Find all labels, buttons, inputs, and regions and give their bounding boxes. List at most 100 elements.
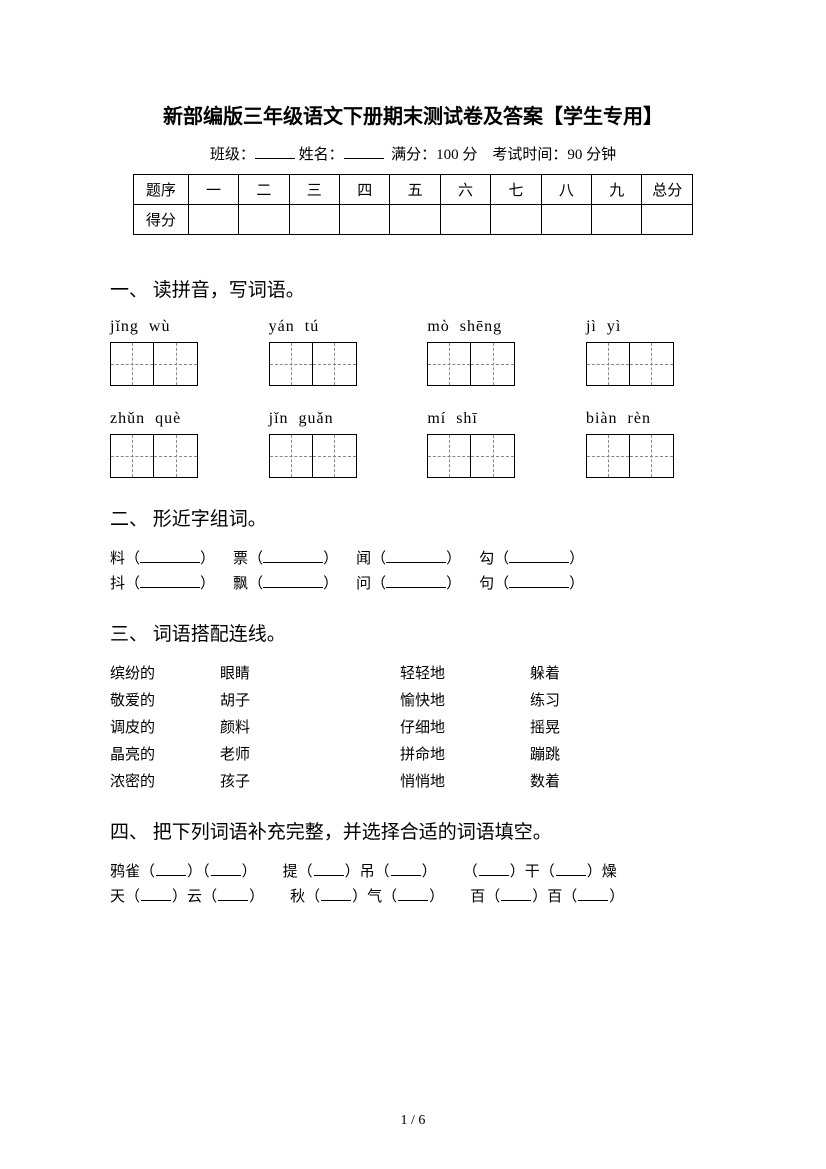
row2-label: 得分 <box>134 205 189 235</box>
score-cell[interactable] <box>642 205 693 235</box>
q2-blank[interactable] <box>263 574 323 588</box>
time-value: 90 分钟 <box>567 147 616 163</box>
col: 九 <box>592 175 642 205</box>
tian-box[interactable] <box>586 434 630 478</box>
pinyin-row: jǐng wùyán túmò shēngjì yì <box>110 318 716 336</box>
pinyin-syllable: jì <box>586 318 597 336</box>
col: 三 <box>289 175 339 205</box>
score-cell[interactable] <box>188 205 238 235</box>
score-cell[interactable] <box>491 205 541 235</box>
score-cell[interactable] <box>541 205 591 235</box>
match-row: 浓密的孩子悄悄地数着 <box>110 770 716 791</box>
q2-blank[interactable] <box>386 549 446 563</box>
tian-box[interactable] <box>154 342 198 386</box>
tian-box[interactable] <box>630 342 674 386</box>
q2-item: 勾（） <box>479 547 584 568</box>
time-label: 考试时间： <box>492 147 567 163</box>
match-cell: 仔细地 <box>400 716 530 737</box>
match-cell: 眼睛 <box>220 662 400 683</box>
q4-blank[interactable] <box>211 862 241 876</box>
q2-char: 抖 <box>110 572 125 593</box>
q2-blank[interactable] <box>386 574 446 588</box>
name-blank[interactable] <box>344 145 384 159</box>
page-footer: 1 / 6 <box>0 1113 826 1129</box>
q4-blank[interactable] <box>141 887 171 901</box>
tian-pair <box>269 342 399 386</box>
tian-box[interactable] <box>269 342 313 386</box>
class-blank[interactable] <box>255 145 295 159</box>
q4-blank[interactable] <box>156 862 186 876</box>
q2-char: 勾 <box>479 547 494 568</box>
tian-box[interactable] <box>471 342 515 386</box>
score-cell[interactable] <box>239 205 289 235</box>
q4-blank[interactable] <box>556 862 586 876</box>
pinyin-syllable: rèn <box>628 410 651 428</box>
q2-heading: 二、 形近字组词。 <box>110 504 716 531</box>
info-line: 班级： 姓名： 满分：100 分 考试时间：90 分钟 <box>110 143 716 164</box>
q4-blank[interactable] <box>398 887 428 901</box>
match-cell: 浓密的 <box>110 770 220 791</box>
col: 四 <box>340 175 390 205</box>
q2-blank[interactable] <box>140 549 200 563</box>
q2-blank[interactable] <box>509 549 569 563</box>
q4-blank[interactable] <box>218 887 248 901</box>
q4-line: 天（）云（）秋（）气（）百（）百（） <box>110 885 716 906</box>
score-cell[interactable] <box>592 205 642 235</box>
q2-item: 问（） <box>356 572 461 593</box>
score-cell[interactable] <box>390 205 440 235</box>
score-table-header-row: 题序 一 二 三 四 五 六 七 八 九 总分 <box>134 175 693 205</box>
q4-heading: 四、 把下列词语补充完整，并选择合适的词语填空。 <box>110 817 716 844</box>
q1-block: jǐng wùyán túmò shēngjì yìzhǔn quèjǐn gu… <box>110 318 716 478</box>
match-cell: 敬爱的 <box>110 689 220 710</box>
q4-item: 秋（）气（） <box>290 885 444 906</box>
col: 七 <box>491 175 541 205</box>
tian-box[interactable] <box>630 434 674 478</box>
tian-box[interactable] <box>427 434 471 478</box>
q4-blank[interactable] <box>578 887 608 901</box>
tian-box[interactable] <box>269 434 313 478</box>
match-cell: 调皮的 <box>110 716 220 737</box>
tian-pair <box>269 434 399 478</box>
pinyin-syllable: mí <box>427 410 446 428</box>
col: 八 <box>541 175 591 205</box>
q2-item: 闻（） <box>356 547 461 568</box>
pinyin-group: zhǔn què <box>110 410 240 428</box>
match-cell: 缤纷的 <box>110 662 220 683</box>
match-cell: 轻轻地 <box>400 662 530 683</box>
tian-box[interactable] <box>110 434 154 478</box>
q1-heading: 一、 读拼音，写词语。 <box>110 275 716 302</box>
class-label: 班级： <box>210 147 255 163</box>
score-cell[interactable] <box>289 205 339 235</box>
score-cell[interactable] <box>440 205 490 235</box>
pinyin-group: jǐn guǎn <box>269 410 399 428</box>
q4-blank[interactable] <box>391 862 421 876</box>
tian-box[interactable] <box>313 434 357 478</box>
q2-blank[interactable] <box>509 574 569 588</box>
q3-heading: 三、 词语搭配连线。 <box>110 619 716 646</box>
page-title: 新部编版三年级语文下册期末测试卷及答案【学生专用】 <box>110 100 716 129</box>
q4-blank[interactable] <box>321 887 351 901</box>
q4-blank[interactable] <box>479 862 509 876</box>
match-cell: 胡子 <box>220 689 400 710</box>
tian-box[interactable] <box>313 342 357 386</box>
pinyin-group: jǐng wù <box>110 318 240 336</box>
score-cell[interactable] <box>340 205 390 235</box>
pinyin-syllable: yì <box>607 318 621 336</box>
tian-box[interactable] <box>427 342 471 386</box>
pinyin-syllable: shēng <box>460 318 502 336</box>
q2-char: 票 <box>233 547 248 568</box>
q4-item: （）干（）燥 <box>463 860 617 881</box>
tian-box[interactable] <box>154 434 198 478</box>
q2-blank[interactable] <box>263 549 323 563</box>
tian-box[interactable] <box>110 342 154 386</box>
score-table-score-row: 得分 <box>134 205 693 235</box>
q2-item: 票（） <box>233 547 338 568</box>
q2-blank[interactable] <box>140 574 200 588</box>
match-cell: 蹦跳 <box>530 743 610 764</box>
tian-box[interactable] <box>471 434 515 478</box>
match-cell: 悄悄地 <box>400 770 530 791</box>
q4-blank[interactable] <box>314 862 344 876</box>
q4-blank[interactable] <box>501 887 531 901</box>
tian-box[interactable] <box>586 342 630 386</box>
q2-item: 抖（） <box>110 572 215 593</box>
